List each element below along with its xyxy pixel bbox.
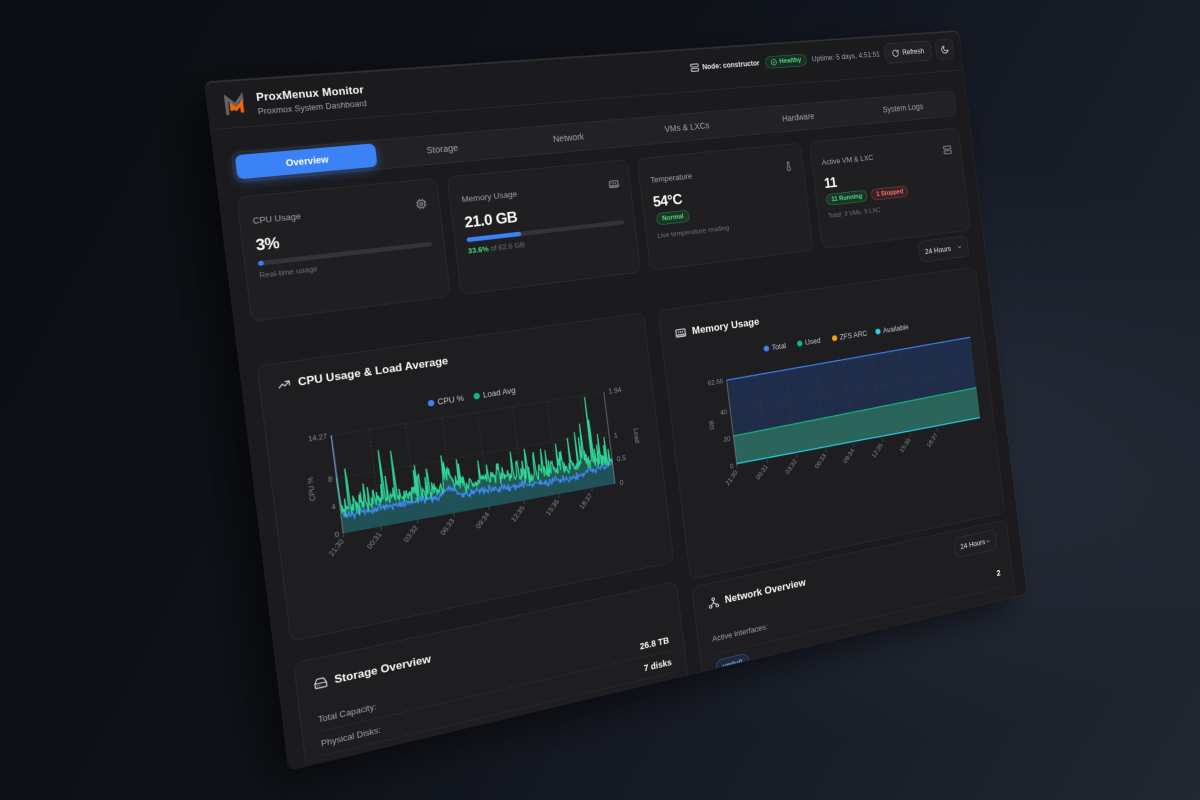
svg-text:18:37: 18:37 — [926, 432, 939, 449]
svg-text:Available: Available — [883, 323, 909, 335]
svg-text:Load Avg: Load Avg — [482, 386, 516, 400]
svg-text:03:32: 03:32 — [784, 458, 798, 476]
svg-text:0: 0 — [619, 479, 624, 487]
svg-text:09:34: 09:34 — [474, 510, 491, 530]
svg-text:1.94: 1.94 — [608, 386, 622, 396]
svg-text:Used: Used — [805, 336, 821, 346]
svg-text:Load: Load — [632, 428, 641, 444]
svg-text:06:33: 06:33 — [439, 517, 457, 537]
svg-text:0.5: 0.5 — [616, 454, 626, 463]
svg-text:GB: GB — [708, 420, 716, 431]
svg-text:Total: Total — [771, 341, 786, 351]
svg-text:CPU %: CPU % — [437, 394, 464, 407]
svg-text:00:31: 00:31 — [365, 531, 383, 551]
svg-text:12:35: 12:35 — [510, 504, 527, 524]
svg-text:00:31: 00:31 — [755, 463, 770, 481]
svg-text:14.27: 14.27 — [308, 432, 328, 443]
svg-text:15:36: 15:36 — [544, 498, 561, 517]
svg-text:ZFS ARC: ZFS ARC — [839, 329, 868, 341]
svg-text:0: 0 — [334, 530, 340, 539]
svg-text:20: 20 — [723, 435, 731, 444]
svg-text:1: 1 — [614, 432, 619, 440]
svg-text:06:33: 06:33 — [813, 452, 828, 470]
svg-text:40: 40 — [720, 408, 728, 417]
svg-text:18:37: 18:37 — [578, 492, 594, 511]
svg-text:21:30: 21:30 — [724, 468, 739, 486]
svg-text:03:32: 03:32 — [402, 524, 420, 544]
svg-text:4: 4 — [331, 503, 337, 512]
svg-text:62.56: 62.56 — [707, 377, 724, 387]
svg-text:21:30: 21:30 — [327, 537, 346, 557]
svg-text:12:35: 12:35 — [870, 442, 884, 460]
svg-text:CPU %: CPU % — [306, 476, 318, 501]
svg-text:09:34: 09:34 — [842, 447, 856, 465]
svg-text:15:36: 15:36 — [898, 436, 912, 453]
svg-text:8: 8 — [328, 475, 334, 484]
svg-text:0: 0 — [730, 462, 735, 470]
